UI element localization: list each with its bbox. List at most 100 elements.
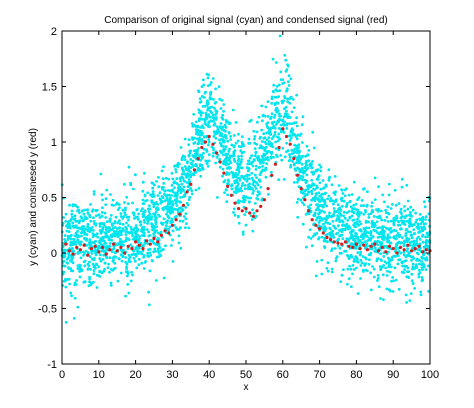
original-signal-point [350,228,354,232]
original-signal-point [327,214,331,218]
original-signal-point [262,161,265,165]
original-signal-point [108,270,111,274]
original-signal-point [240,184,244,188]
original-signal-point [395,214,398,218]
original-signal-point [236,182,240,186]
original-signal-point [85,217,89,220]
original-signal-point [164,244,167,248]
original-signal-point [388,270,392,274]
condensed-signal-point [67,249,71,253]
original-signal-point [193,164,197,167]
condensed-signal-point [170,223,174,227]
original-signal-point [209,115,212,119]
condensed-signal-point [325,235,329,240]
condensed-signal-point [295,173,300,177]
original-signal-point [259,162,262,165]
original-signal-point [392,219,395,223]
original-signal-point [227,150,231,153]
original-signal-point [301,175,305,179]
original-signal-point [317,221,321,224]
original-signal-point [152,194,156,198]
original-signal-point [350,285,353,288]
original-signal-point [191,165,195,168]
original-signal-point [221,113,225,117]
original-signal-point [153,226,156,230]
original-signal-point [111,224,114,227]
original-signal-point [121,240,125,244]
original-signal-point [363,187,366,190]
original-signal-point [206,99,209,102]
condensed-signal-point [262,198,266,202]
original-signal-point [311,160,314,163]
original-signal-point [183,158,187,162]
original-signal-point [384,208,387,212]
original-signal-point [236,173,240,177]
original-signal-point [350,210,354,213]
original-signal-point [192,112,196,116]
original-signal-point [74,283,78,286]
original-signal-point [359,258,363,262]
original-signal-point [415,239,418,243]
original-signal-point [87,284,91,288]
original-signal-point [71,221,75,225]
original-signal-point [135,266,139,270]
original-signal-point [237,145,241,148]
original-signal-point [397,220,400,224]
original-signal-point [359,277,362,280]
original-signal-point [310,244,314,248]
original-signal-point [179,200,183,204]
original-signal-point [112,255,116,259]
original-signal-point [327,176,331,180]
original-signal-point [403,205,406,208]
original-signal-point [132,211,136,215]
original-signal-point [125,215,129,219]
original-signal-point [383,200,386,204]
original-signal-point [196,142,200,146]
original-signal-point [141,215,145,219]
original-signal-point [320,272,324,276]
original-signal-point [409,230,412,234]
original-signal-point [62,255,66,259]
original-signal-point [404,259,408,262]
original-signal-point [110,248,114,252]
original-signal-point [191,159,195,163]
original-signal-point [156,250,160,253]
original-signal-point [251,208,255,212]
original-signal-point [204,135,208,139]
original-signal-point [130,270,134,274]
original-signal-point [77,226,81,230]
original-signal-point [286,97,289,101]
original-signal-point [65,229,69,233]
original-signal-point [231,108,235,112]
original-signal-point [198,100,202,104]
original-signal-point [185,161,189,165]
original-signal-point [416,222,420,226]
original-signal-point [207,143,210,147]
original-signal-point [89,219,93,223]
original-signal-point [174,168,178,171]
original-signal-point [321,198,324,202]
original-signal-point [225,173,228,177]
original-signal-point [118,222,122,226]
original-signal-point [275,107,279,110]
original-signal-point [114,243,118,247]
original-signal-point [125,265,128,269]
original-signal-point [343,216,347,220]
original-signal-point [196,168,200,172]
original-signal-point [224,136,228,140]
original-signal-point [98,229,102,232]
original-signal-point [408,225,411,228]
original-signal-point [131,273,134,277]
original-signal-point [223,133,227,137]
original-signal-point [418,242,422,246]
original-signal-point [94,251,97,255]
original-signal-point [426,264,430,268]
original-signal-point [71,247,74,250]
original-signal-point [308,228,312,232]
original-signal-point [148,247,152,251]
original-signal-point [346,218,350,222]
original-signal-point [273,113,277,117]
original-signal-point [146,215,150,219]
original-signal-point [79,215,83,219]
original-signal-point [328,231,332,235]
